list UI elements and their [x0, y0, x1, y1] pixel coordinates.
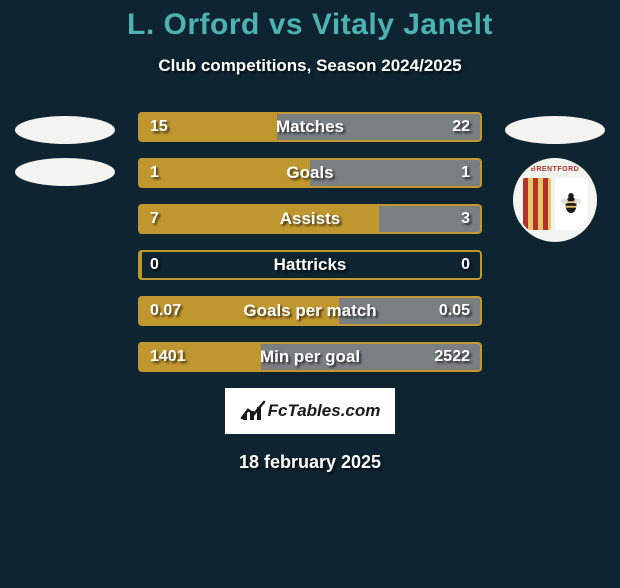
fctables-text: FcTables.com	[268, 401, 381, 421]
page-title: L. Orford vs Vitaly Janelt	[0, 8, 620, 42]
stats-area: BRENTFORD 1522Matches 11Goals 73Assists 00H…	[0, 112, 620, 372]
stat-row: 0.070.05Goals per match	[138, 296, 482, 326]
subtitle: Club competitions, Season 2024/2025	[0, 56, 620, 76]
player-badge-placeholder	[15, 158, 115, 186]
fctables-logo[interactable]: FcTables.com	[225, 388, 395, 434]
stat-label: Goals per match	[138, 296, 482, 326]
stat-label: Matches	[138, 112, 482, 142]
stat-row: 14012522Min per goal	[138, 342, 482, 372]
date-text: 18 february 2025	[0, 452, 620, 473]
chart-icon	[240, 400, 266, 422]
stat-label: Min per goal	[138, 342, 482, 372]
stat-row: 11Goals	[138, 158, 482, 188]
crest-bee-panel	[555, 178, 587, 230]
crest-stripes	[523, 178, 551, 230]
stat-row: 73Assists	[138, 204, 482, 234]
bee-icon	[560, 189, 582, 219]
club-crest-brentford: BRENTFORD	[513, 158, 597, 242]
stat-label: Hattricks	[138, 250, 482, 280]
stat-label: Goals	[138, 158, 482, 188]
left-player-badges	[10, 102, 120, 200]
player-badge-placeholder	[15, 116, 115, 144]
stat-row: 00Hattricks	[138, 250, 482, 280]
player-badge-placeholder	[505, 116, 605, 144]
stats-rows: 1522Matches 11Goals 73Assists 00Hattricks 0.…	[138, 112, 482, 372]
stat-row: 1522Matches	[138, 112, 482, 142]
crest-label: BRENTFORD	[531, 166, 579, 173]
right-player-badges: BRENTFORD	[500, 102, 610, 242]
stat-label: Assists	[138, 204, 482, 234]
